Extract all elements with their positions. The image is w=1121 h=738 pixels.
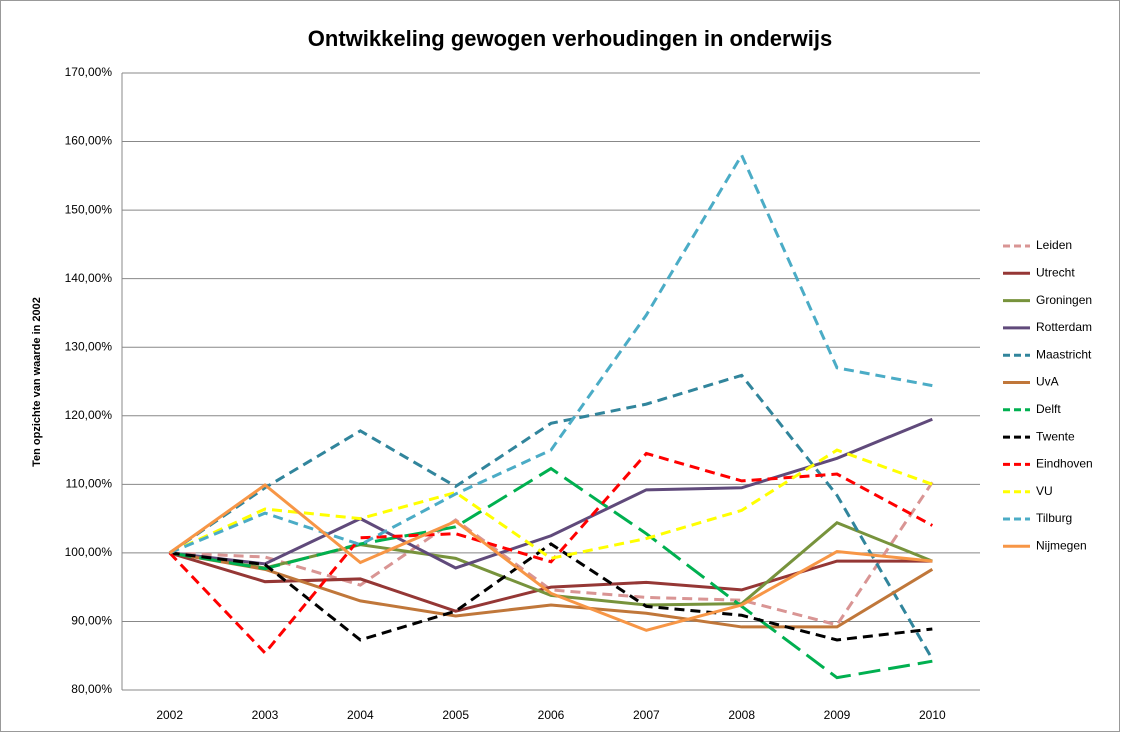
- y-tick-label: 140,00%: [65, 271, 113, 285]
- series-line: [169, 417, 933, 570]
- y-tick-label: 150,00%: [65, 202, 113, 216]
- x-tick-label: 2002: [156, 708, 183, 722]
- x-tick-label: 2005: [442, 708, 469, 722]
- y-axis-label: Ten opzichte van waarde in 2002: [31, 297, 43, 467]
- x-tick-label: 2003: [252, 708, 279, 722]
- y-tick-label: 130,00%: [65, 339, 113, 353]
- series-line: [169, 551, 934, 629]
- legend-label: Eindhoven: [1036, 457, 1093, 471]
- legend-label: Rotterdam: [1036, 320, 1092, 334]
- legend-label: Leiden: [1036, 238, 1072, 252]
- y-tick-label: 100,00%: [65, 545, 113, 559]
- y-tick-label: 170,00%: [65, 65, 113, 79]
- legend-label: Tilburg: [1036, 511, 1072, 525]
- x-tick-label: 2004: [347, 708, 374, 722]
- y-tick-label: 110,00%: [66, 477, 113, 491]
- series-line: [169, 542, 933, 642]
- legend-label: Twente: [1036, 429, 1075, 443]
- legend-label: Utrecht: [1036, 265, 1075, 279]
- chart-title: Ontwikkeling gewogen verhoudingen in ond…: [308, 26, 832, 51]
- series-line: [169, 466, 933, 680]
- legend-label: VU: [1036, 484, 1053, 498]
- series-line: [168, 483, 933, 632]
- legend-label: Delft: [1036, 402, 1061, 416]
- x-tick-label: 2010: [919, 708, 946, 722]
- legend-label: Maastricht: [1036, 347, 1092, 361]
- x-tick-label: 2008: [728, 708, 755, 722]
- series-line: [168, 451, 934, 656]
- series-line: [169, 481, 934, 627]
- y-tick-label: 80,00%: [71, 682, 112, 696]
- x-tick-label: 2006: [538, 708, 565, 722]
- y-tick-label: 90,00%: [71, 614, 112, 628]
- x-tick-label: 2007: [633, 708, 660, 722]
- legend-label: Groningen: [1036, 293, 1092, 307]
- y-tick-label: 120,00%: [65, 408, 113, 422]
- series-line: [169, 152, 933, 555]
- series-line: [168, 373, 934, 660]
- legend-label: Nijmegen: [1036, 538, 1087, 552]
- x-tick-label: 2009: [824, 708, 851, 722]
- y-tick-label: 160,00%: [65, 134, 113, 148]
- legend-label: UvA: [1036, 375, 1059, 389]
